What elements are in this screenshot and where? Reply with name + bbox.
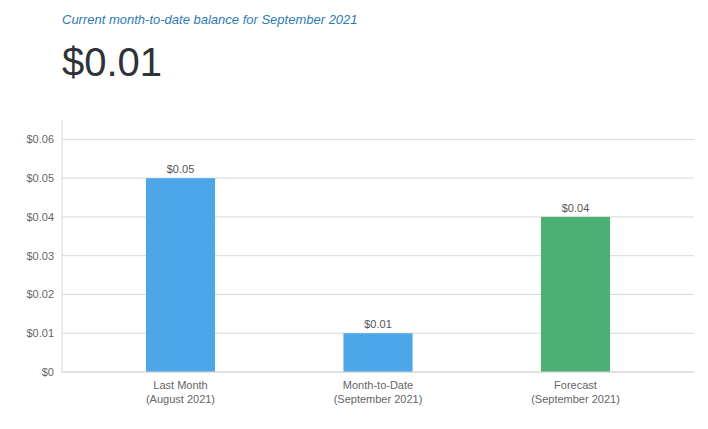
bar [146,178,215,372]
subtitle: Current month-to-date balance for Septem… [62,12,358,27]
y-tick-label: $0.03 [26,250,54,262]
y-tick-label: $0.04 [26,211,54,223]
x-tick-label-line: Month-to-Date [343,379,413,391]
bar [541,217,610,372]
y-axis-line [62,120,63,372]
data-label: $0.04 [562,202,590,214]
x-tick-label: Month-to-Date (September 2021) [334,379,423,405]
chart-container: Current month-to-date balance for Septem… [0,0,708,429]
bar [343,333,412,372]
x-tick-label-line: Last Month [153,379,207,391]
data-label: $0.01 [364,318,392,330]
grid-line [62,372,694,373]
y-tick-label: $0 [42,366,54,378]
page: {"chart_data": { "type": "bar", "subtitl… [0,0,708,429]
x-tick-label-line: (September 2021) [531,393,620,405]
x-tick-label-line: (September 2021) [334,393,423,405]
x-axis-line [62,372,694,373]
data-label: $0.05 [167,163,195,175]
x-tick-label: Forecast (September 2021) [531,379,620,405]
y-tick-label: $0.01 [26,327,54,339]
grid-line [62,139,694,140]
y-tick-label: $0.06 [26,133,54,145]
chart-svg: Current month-to-date balance for Septem… [0,0,708,429]
grid [62,139,694,372]
x-tick-label-line: Forecast [554,379,597,391]
x-tick-label-line: (August 2021) [146,393,215,405]
bars [146,178,610,372]
x-tick-label: Last Month (August 2021) [146,379,215,405]
y-tick-label: $0.02 [26,288,54,300]
big-number: $0.01 [62,40,162,84]
y-tick-label: $0.05 [26,172,54,184]
